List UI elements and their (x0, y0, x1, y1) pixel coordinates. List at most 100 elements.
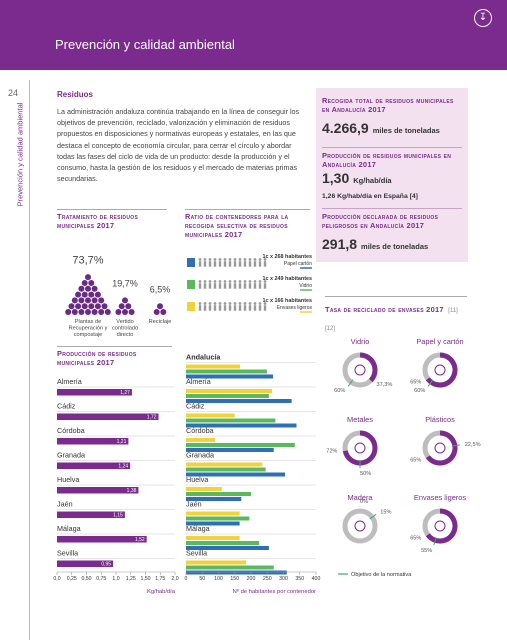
person-head (213, 258, 217, 261)
bar (186, 560, 247, 565)
donut-icon (434, 442, 446, 454)
category-label: Córdoba (57, 426, 85, 435)
key-figure-unit: Kg/hab/día (353, 176, 392, 185)
bar (186, 413, 235, 418)
pictogram-dot (104, 309, 111, 315)
x-tick-label: 0,25 (67, 576, 77, 582)
key-figure-unit: miles de toneladas (372, 126, 440, 135)
pictogram-dot (88, 279, 95, 286)
person-body (218, 261, 222, 267)
bar (186, 374, 274, 379)
header-band (0, 0, 507, 70)
category-label: Málaga (186, 524, 210, 533)
person-body (258, 283, 262, 289)
donut-icon (434, 520, 446, 532)
target-label: 60% (334, 388, 345, 394)
legend-label: Vidrio (299, 283, 312, 289)
x-tick-label: 2,0 (171, 576, 178, 582)
person-head (248, 280, 252, 283)
x-tick-label: 0,50 (81, 576, 91, 582)
key-figure: 1,30 Kg/hab/día (322, 170, 392, 188)
person-body (243, 305, 247, 311)
category-label: Jaén (186, 500, 202, 509)
person-body (198, 305, 202, 311)
bar (186, 521, 240, 526)
value-label: 1,15 (113, 513, 123, 519)
container-icon (187, 280, 195, 289)
category-label: Cádiz (186, 402, 205, 411)
category-label: Vidrio (351, 337, 370, 346)
person-head (223, 258, 227, 261)
x-tick-label: 400 (312, 576, 321, 582)
bar (186, 541, 260, 545)
category-label: Cádiz (57, 402, 76, 411)
value-label: 19,7% (112, 279, 138, 289)
person-body (238, 261, 242, 267)
category-label-line: Recuperación y (69, 326, 108, 332)
person-body (248, 283, 252, 289)
x-tick-label: 0,0 (53, 576, 60, 582)
target-label: 15% (380, 509, 391, 515)
pictogram-dot (122, 297, 128, 304)
person-body (223, 261, 227, 267)
person-head (203, 302, 207, 305)
category-label: Huelva (186, 475, 208, 484)
pictogram-dot (81, 291, 88, 298)
person-body (208, 305, 212, 311)
bar (186, 394, 269, 398)
pictogram-dot (71, 309, 78, 315)
legend-annotation: 1c x 249 habitantes (263, 276, 312, 282)
key-figure-title: Producción de residuos municipales en An… (322, 147, 462, 169)
pictogram (65, 274, 111, 315)
bar (57, 389, 132, 396)
person-head (208, 280, 212, 283)
pictogram-dot (101, 303, 108, 310)
legend-annotation: 1c x 166 habitantes (263, 298, 312, 304)
pictogram-dot (88, 291, 95, 298)
bar (186, 536, 240, 540)
value-label: 1,72 (147, 415, 157, 421)
donut-icon (354, 364, 366, 376)
person-body (203, 261, 207, 267)
bar (186, 516, 250, 521)
value-label: 1,27 (120, 390, 130, 396)
container-icon (187, 302, 195, 311)
x-tick-label: 300 (279, 576, 288, 582)
bar (186, 497, 242, 501)
pictogram-dot (75, 303, 82, 310)
category-label: Envases ligeros (414, 493, 466, 502)
pictogram-dot (81, 303, 88, 310)
header-title: Prevención y calidad ambiental (55, 37, 235, 52)
person-head (253, 302, 257, 305)
category-label: Vertido controlado directo (112, 319, 138, 338)
person-body (258, 261, 262, 267)
pictogram-dot (125, 303, 132, 310)
person-head (243, 258, 247, 261)
pictogram-dot (122, 309, 128, 315)
person-body (213, 261, 217, 267)
download-button[interactable]: ↧ (474, 9, 492, 27)
person-body (243, 283, 247, 289)
person-head (258, 302, 262, 305)
person-body (263, 261, 267, 267)
person-body (233, 283, 237, 289)
pictogram-dot (85, 285, 91, 292)
bar (186, 565, 274, 570)
key-figure-title: Producción declarada de residuos peligro… (322, 208, 462, 230)
person-head (213, 280, 217, 283)
category-label: Andalucía (186, 353, 221, 362)
pictogram-dot (94, 291, 101, 298)
x-tick-label: 250 (263, 576, 272, 582)
person-body (233, 261, 237, 267)
donut-arc (359, 352, 378, 383)
pictogram-dot (153, 309, 160, 315)
person-body (218, 305, 222, 311)
person-body (263, 305, 267, 311)
person-head (228, 258, 232, 261)
person-body (243, 261, 247, 267)
bar (186, 389, 273, 393)
bar (186, 462, 263, 467)
bar (186, 423, 297, 428)
pictogram-dot (98, 309, 105, 315)
